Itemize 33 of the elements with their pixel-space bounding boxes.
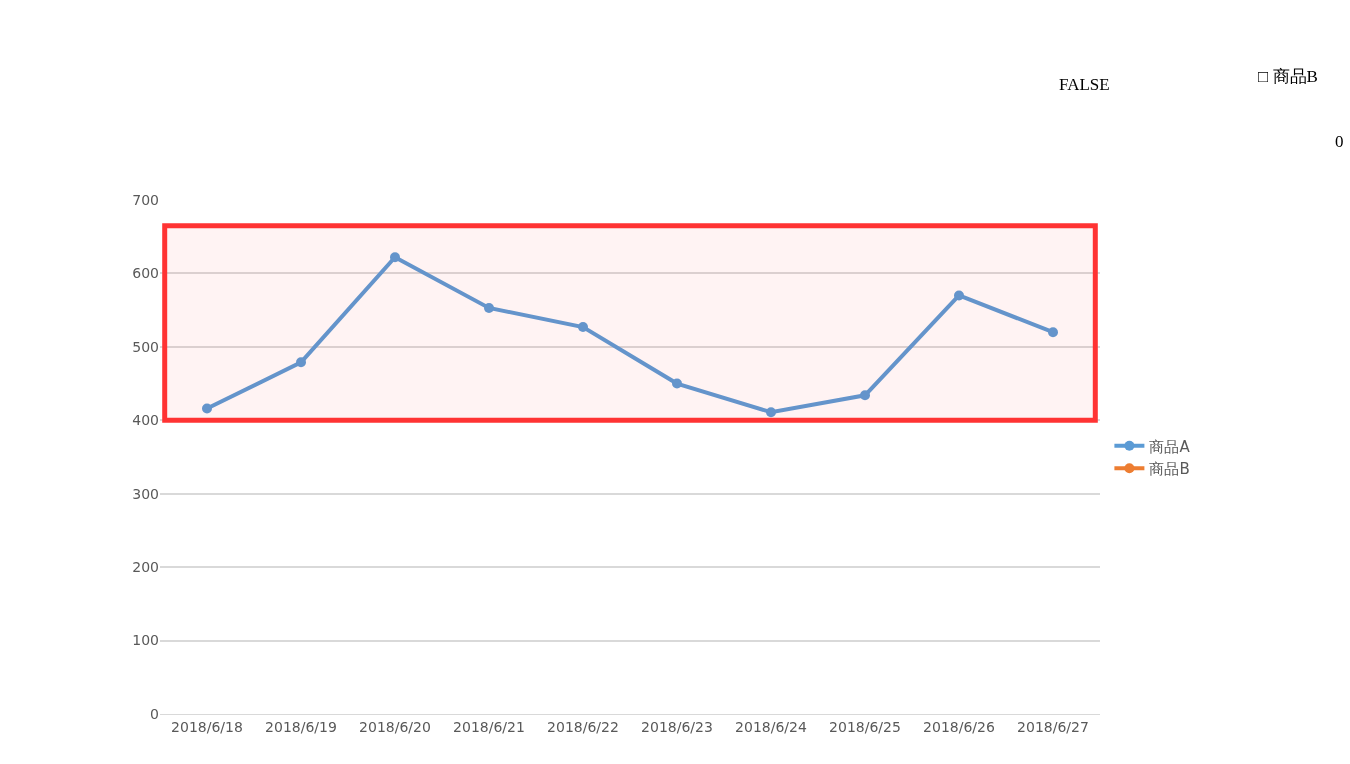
x-tick-label: 2018/6/23	[641, 718, 713, 735]
y-tick-label: 0	[150, 705, 159, 722]
point	[202, 403, 212, 414]
point	[484, 302, 494, 313]
legend-label: 商品B	[1149, 460, 1190, 479]
y-tick-label: 600	[132, 265, 159, 282]
y-tick-label: 100	[132, 632, 159, 649]
x-tick-label: 2018/6/22	[547, 718, 619, 735]
point	[296, 357, 306, 368]
text: □ 商品B	[1258, 67, 1318, 86]
x-tick-label: 2018/6/21	[453, 718, 525, 735]
x-tick-label: 2018/6/25	[829, 718, 901, 735]
point	[954, 290, 964, 301]
point	[1048, 327, 1058, 338]
point	[578, 322, 588, 333]
y-tick-label: 300	[132, 485, 159, 502]
x-tick-label: 2018/6/20	[359, 718, 431, 735]
text: FALSE	[1059, 75, 1110, 94]
x-tick-label: 2018/6/18	[171, 718, 243, 735]
point	[672, 378, 682, 389]
point	[766, 407, 776, 418]
x-tick-label: 2018/6/19	[265, 718, 337, 735]
point	[390, 252, 400, 263]
x-tick-label: 2018/6/24	[735, 718, 807, 735]
legend-label: 商品A	[1149, 437, 1191, 456]
y-tick-label: 500	[132, 338, 159, 355]
y-tick-label: 200	[132, 559, 159, 576]
point	[860, 390, 870, 401]
text: 0	[1335, 132, 1344, 151]
x-tick-label: 2018/6/27	[1017, 718, 1089, 735]
y-tick-label: 700	[132, 191, 159, 208]
x-tick-label: 2018/6/26	[923, 718, 995, 735]
y-tick-label: 400	[132, 412, 159, 429]
